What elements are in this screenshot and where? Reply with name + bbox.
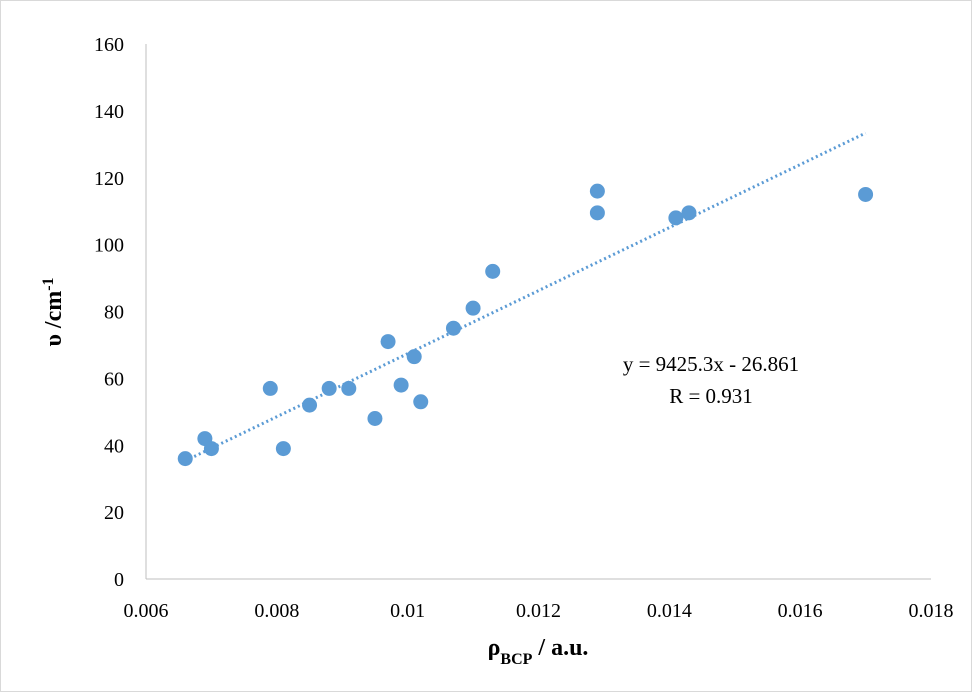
x-axis-title-suffix: / a.u. bbox=[532, 635, 588, 661]
data-point bbox=[858, 186, 874, 202]
x-tick-labels: 0.006 0.008 0.01 0.012 0.014 0.016 0.018 bbox=[124, 600, 954, 622]
data-point bbox=[302, 397, 318, 413]
x-axis-title: ρBCP / a.u. bbox=[488, 635, 589, 668]
y-tick-label: 60 bbox=[104, 368, 124, 390]
y-axis-title: υ /cm-1 bbox=[40, 277, 68, 346]
data-point bbox=[262, 380, 278, 396]
y-tick-label: 0 bbox=[114, 569, 124, 591]
trendline-group bbox=[184, 131, 867, 463]
x-tick-label: 0.01 bbox=[390, 600, 425, 622]
x-tick-label: 0.006 bbox=[124, 600, 169, 622]
data-point bbox=[465, 300, 481, 316]
data-point bbox=[681, 205, 697, 221]
data-point bbox=[413, 394, 429, 410]
data-point bbox=[177, 451, 193, 467]
y-tick-label: 160 bbox=[94, 34, 124, 56]
trendline-equation: y = 9425.3x - 26.861 bbox=[623, 352, 799, 376]
correlation-label: R = 0.931 bbox=[669, 384, 753, 408]
data-point bbox=[485, 263, 501, 279]
data-point bbox=[203, 441, 219, 457]
axes bbox=[145, 44, 931, 580]
data-point bbox=[445, 320, 461, 336]
y-tick-label: 140 bbox=[94, 101, 124, 123]
trendline bbox=[184, 131, 867, 463]
data-point bbox=[589, 183, 605, 199]
data-point bbox=[668, 210, 684, 226]
x-tick-label: 0.016 bbox=[778, 600, 823, 622]
data-point bbox=[275, 441, 291, 457]
x-axis-title-subscript: BCP bbox=[500, 651, 532, 668]
data-points bbox=[177, 183, 874, 467]
data-point bbox=[406, 349, 422, 365]
data-point bbox=[380, 334, 396, 350]
y-tick-label: 120 bbox=[94, 168, 124, 190]
y-tick-label: 20 bbox=[104, 502, 124, 524]
x-tick-label: 0.018 bbox=[909, 600, 954, 622]
y-tick-labels: 0 20 40 60 80 100 120 140 160 bbox=[94, 34, 124, 591]
y-tick-label: 100 bbox=[94, 235, 124, 257]
x-tick-label: 0.012 bbox=[516, 600, 561, 622]
y-axis-title-superscript: -1 bbox=[40, 277, 57, 290]
y-tick-label: 40 bbox=[104, 435, 124, 457]
y-tick-label: 80 bbox=[104, 302, 124, 324]
x-axis-title-main: ρ bbox=[488, 635, 501, 661]
data-point bbox=[367, 411, 383, 426]
data-point bbox=[321, 380, 337, 396]
data-point bbox=[589, 205, 605, 221]
y-axis-title-main: υ /cm bbox=[41, 291, 67, 347]
data-point bbox=[393, 377, 409, 393]
x-tick-label: 0.008 bbox=[254, 600, 299, 622]
x-tick-label: 0.014 bbox=[647, 600, 692, 622]
data-point bbox=[341, 380, 357, 396]
